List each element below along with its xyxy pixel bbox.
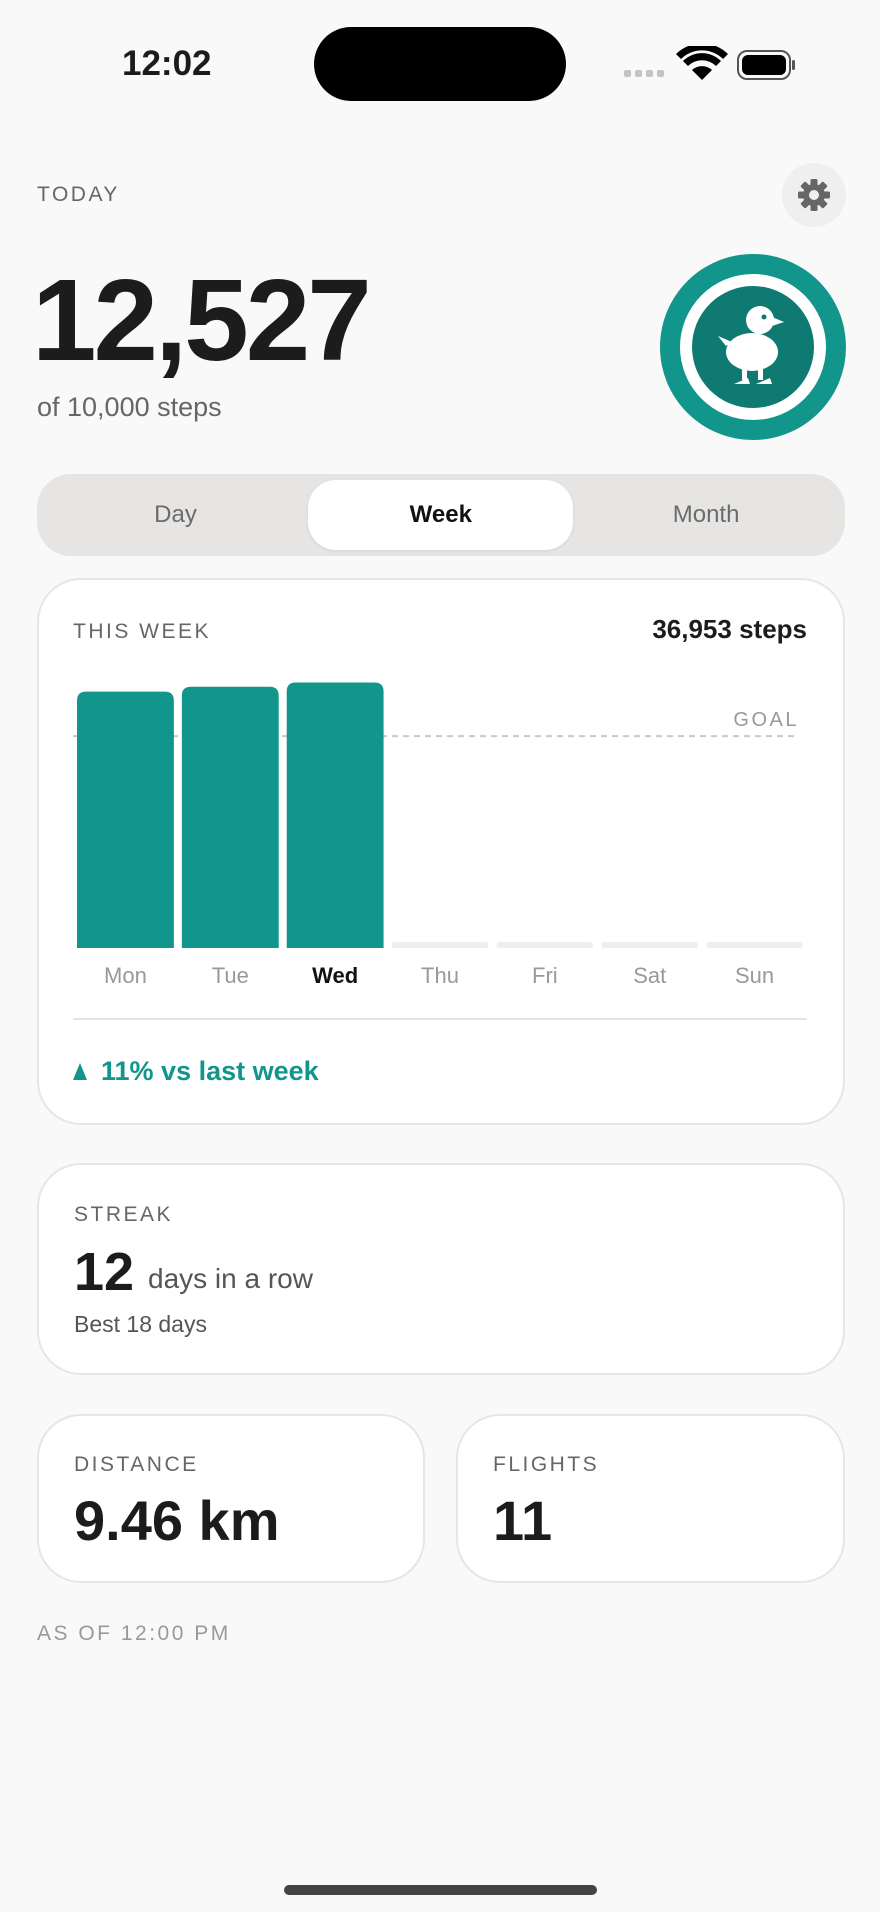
x-tick-label: Mon bbox=[104, 963, 147, 988]
x-tick-label: Sat bbox=[633, 963, 666, 988]
settings-button[interactable] bbox=[782, 163, 846, 227]
streak-unit: days in a row bbox=[148, 1263, 313, 1294]
goal-badge bbox=[660, 254, 846, 440]
flights-value: 11 bbox=[493, 1489, 553, 1552]
today-label: TODAY bbox=[37, 183, 120, 206]
tab[interactable]: Month bbox=[672, 501, 740, 528]
goal-text: of 10,000 steps bbox=[37, 392, 222, 422]
streak-value: 12 bbox=[74, 1242, 135, 1302]
bar bbox=[181, 686, 279, 948]
updated-time: AS OF 12:00 PM bbox=[37, 1622, 231, 1645]
segmented-control: Day Week Month bbox=[37, 474, 845, 556]
week-comparison: 11% vs last week bbox=[101, 1056, 320, 1086]
x-tick-label: Thu bbox=[421, 963, 459, 988]
flights-label: FLIGHTS bbox=[493, 1453, 600, 1476]
x-tick-label: Sun bbox=[735, 963, 774, 988]
week-chart: THIS WEEK 36,953 steps 11% vs last week … bbox=[73, 614, 807, 1086]
bar bbox=[77, 691, 174, 948]
chart-title: THIS WEEK bbox=[73, 620, 211, 643]
streak-card: STREAK 12 days in a row Best 18 days bbox=[37, 1163, 845, 1375]
dynamic-island bbox=[314, 27, 566, 101]
up-arrow bbox=[73, 1063, 87, 1080]
empty-bar bbox=[391, 942, 489, 948]
distance-card: DISTANCE 9.46 km bbox=[37, 1414, 425, 1583]
week-total: 36,953 steps bbox=[652, 614, 807, 644]
status-time: 12:02 bbox=[122, 44, 212, 83]
empty-bar bbox=[601, 942, 699, 948]
x-tick-label: Wed bbox=[312, 963, 358, 988]
home-indicator bbox=[284, 1885, 597, 1895]
tab[interactable]: Week bbox=[308, 480, 574, 550]
empty-bar bbox=[496, 942, 594, 948]
distance-label: DISTANCE bbox=[74, 1453, 199, 1476]
streak-best: Best 18 days bbox=[74, 1311, 207, 1337]
empty-bar bbox=[706, 942, 803, 948]
flights-card: FLIGHTS 11 bbox=[456, 1414, 845, 1583]
x-tick-label: Fri bbox=[532, 963, 558, 988]
distance-value: 9.46 km bbox=[74, 1489, 280, 1552]
tab[interactable]: Day bbox=[154, 501, 197, 528]
goal-label: GOAL bbox=[733, 709, 799, 731]
bar bbox=[286, 682, 384, 948]
streak-label: STREAK bbox=[74, 1203, 174, 1226]
x-tick-label: Tue bbox=[212, 963, 249, 988]
steps-count: 12,527 bbox=[32, 255, 372, 385]
status-icons bbox=[624, 46, 795, 80]
